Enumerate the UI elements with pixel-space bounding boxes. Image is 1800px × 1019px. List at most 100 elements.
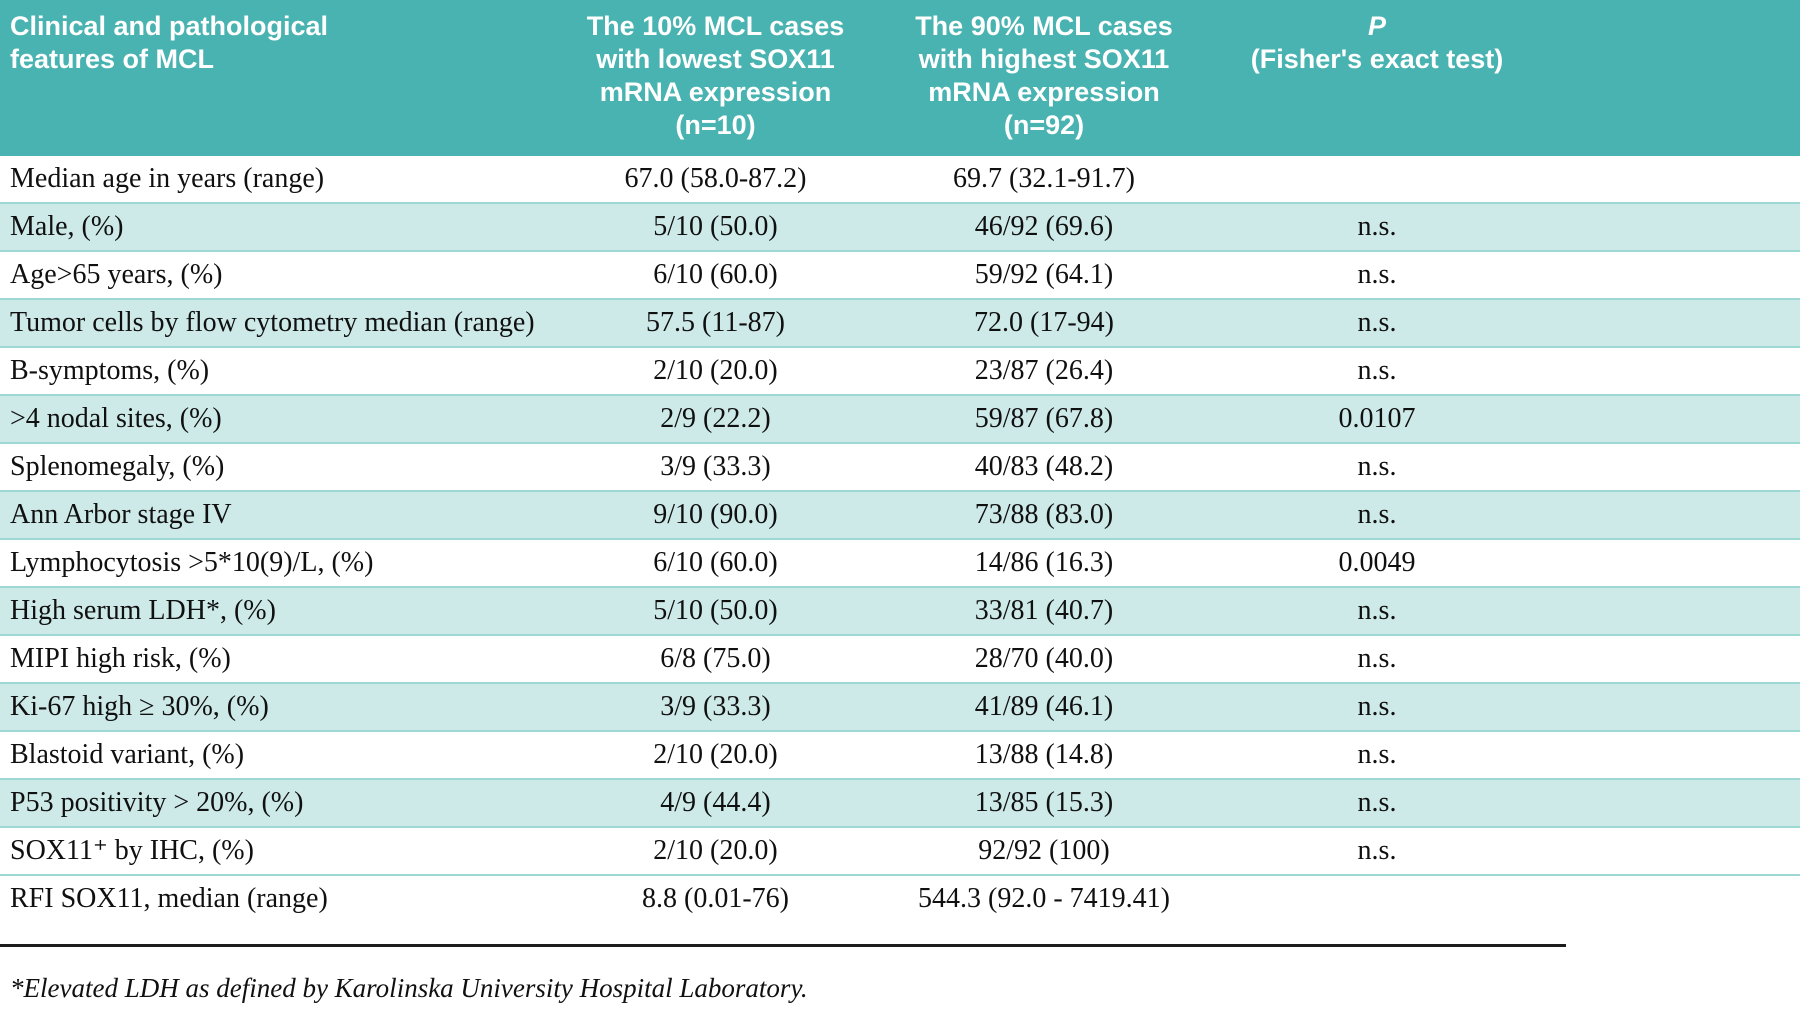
low-group-value-cell: 6/10 (60.0) (653, 546, 778, 578)
low-group-value-cell: 2/10 (20.0) (653, 354, 778, 386)
filler-cell (1548, 491, 1800, 539)
p-value-cell: n.s. (1357, 690, 1397, 722)
table-row: SOX11⁺ by IHC, (%) 2/10 (20.0) 92/92 (10… (0, 826, 1800, 875)
low-group-value-cell: 3/9 (33.3) (660, 690, 771, 722)
high-group-value-cell: 41/89 (46.1) (974, 690, 1114, 722)
high-group-value-cell: 72.0 (17-94) (974, 306, 1114, 338)
feature-cell: Splenomegaly, (%) (10, 450, 225, 482)
p-value-cell: n.s. (1357, 786, 1397, 818)
feature-cell: Ki-67 high ≥ 30%, (%) (10, 690, 269, 722)
low-group-value-cell: 6/8 (75.0) (660, 642, 771, 674)
filler-cell (1548, 635, 1800, 683)
table-row: B-symptoms, (%) 2/10 (20.0) 23/87 (26.4)… (0, 346, 1800, 395)
table-row: RFI SOX11, median (range) 8.8 (0.01-76) … (0, 874, 1800, 922)
high-group-value-cell: 69.7 (32.1-91.7) (953, 162, 1135, 194)
table-row: Median age in years (range) 67.0 (58.0-8… (0, 156, 1800, 203)
table-footnote: *Elevated LDH as defined by Karolinska U… (10, 972, 808, 1003)
high-group-value-cell: 40/83 (48.2) (974, 450, 1114, 482)
table-body: Median age in years (range) 67.0 (58.0-8… (0, 156, 1800, 922)
p-value-cell: n.s. (1357, 450, 1397, 482)
feature-cell: Median age in years (range) (10, 162, 325, 194)
low-group-value-cell: 2/10 (20.0) (653, 834, 778, 866)
low-group-value-cell: 2/10 (20.0) (653, 738, 778, 770)
table-row: Blastoid variant, (%) 2/10 (20.0) 13/88 … (0, 730, 1800, 779)
filler-cell (1548, 251, 1800, 299)
high-group-value-cell: 14/86 (16.3) (974, 546, 1114, 578)
p-value-cell: n.s. (1357, 306, 1397, 338)
high-group-value-cell: 73/88 (83.0) (974, 498, 1114, 530)
high-group-value-cell: 59/87 (67.8) (974, 402, 1114, 434)
p-value-cell: n.s. (1357, 594, 1397, 626)
filler-cell (1548, 683, 1800, 731)
high-group-value-cell: 59/92 (64.1) (974, 258, 1114, 290)
low-group-value-cell: 4/9 (44.4) (660, 786, 771, 818)
p-value-cell: n.s. (1357, 834, 1397, 866)
low-group-value-cell: 3/9 (33.3) (660, 450, 771, 482)
high-group-value-cell: 23/87 (26.4) (974, 354, 1114, 386)
column-header-features: Clinical and pathological features of MC… (0, 0, 549, 156)
filler-cell (1548, 395, 1800, 443)
filler-cell (1548, 875, 1800, 922)
feature-cell: SOX11⁺ by IHC, (%) (10, 834, 254, 866)
table-row: Age>65 years, (%) 6/10 (60.0) 59/92 (64.… (0, 250, 1800, 299)
feature-cell: MIPI high risk, (%) (10, 642, 231, 674)
p-value-cell: n.s. (1357, 354, 1397, 386)
low-group-value-cell: 57.5 (11-87) (646, 306, 785, 338)
low-group-value-cell: 67.0 (58.0-87.2) (624, 162, 807, 194)
feature-cell: Blastoid variant, (%) (10, 738, 245, 770)
high-group-value-cell: 13/85 (15.3) (974, 786, 1114, 818)
low-group-value-cell: 5/10 (50.0) (653, 594, 778, 626)
column-header-low-sox11: The 10% MCL cases with lowest SOX11 mRNA… (549, 0, 882, 156)
p-value-cell: n.s. (1357, 210, 1397, 242)
p-label: P (1367, 11, 1386, 41)
table-row: Ki-67 high ≥ 30%, (%) 3/9 (33.3) 41/89 (… (0, 682, 1800, 731)
header-row: Clinical and pathological features of MC… (0, 0, 1800, 156)
feature-cell: Age>65 years, (%) (10, 258, 223, 290)
filler-cell (1548, 443, 1800, 491)
feature-cell: Lymphocytosis >5*10(9)/L, (%) (10, 546, 374, 578)
high-group-value-cell: 28/70 (40.0) (974, 642, 1114, 674)
feature-cell: Tumor cells by flow cytometry median (ra… (10, 306, 535, 338)
high-group-value-cell: 33/81 (40.7) (974, 594, 1114, 626)
filler-cell (1548, 779, 1800, 827)
table-row: Ann Arbor stage IV 9/10 (90.0) 73/88 (83… (0, 490, 1800, 539)
p-value-cell (1206, 875, 1548, 922)
low-group-value-cell: 9/10 (90.0) (653, 498, 778, 530)
mcl-features-table: Clinical and pathological features of MC… (0, 0, 1800, 922)
low-group-value-cell: 2/9 (22.2) (660, 402, 771, 434)
table-row: Splenomegaly, (%) 3/9 (33.3) 40/83 (48.2… (0, 442, 1800, 491)
high-group-value-cell: 544.3 (92.0 - 7419.41) (918, 882, 1170, 914)
filler-cell (1548, 156, 1800, 203)
feature-cell: Male, (%) (10, 210, 124, 242)
column-header-p-value: P (Fisher's exact test) (1206, 0, 1548, 156)
table-row: MIPI high risk, (%) 6/8 (75.0) 28/70 (40… (0, 634, 1800, 683)
filler-cell (1548, 299, 1800, 347)
p-value-cell: n.s. (1357, 642, 1397, 674)
feature-cell: RFI SOX11, median (range) (10, 882, 328, 914)
table-header: Clinical and pathological features of MC… (0, 0, 1800, 156)
filler-cell (1548, 731, 1800, 779)
p-value-cell: 0.0107 (1338, 402, 1416, 434)
table-row: Tumor cells by flow cytometry median (ra… (0, 298, 1800, 347)
filler-cell (1548, 203, 1800, 251)
feature-cell: P53 positivity > 20%, (%) (10, 786, 304, 818)
table-row: Male, (%) 5/10 (50.0) 46/92 (69.6) n.s. (0, 202, 1800, 251)
p-value-cell (1206, 156, 1548, 203)
feature-cell: B-symptoms, (%) (10, 354, 210, 386)
table-row: High serum LDH*, (%) 5/10 (50.0) 33/81 (… (0, 586, 1800, 635)
high-group-value-cell: 13/88 (14.8) (974, 738, 1114, 770)
p-value-cell: n.s. (1357, 738, 1397, 770)
table-row: P53 positivity > 20%, (%) 4/9 (44.4) 13/… (0, 778, 1800, 827)
p-value-cell: 0.0049 (1338, 546, 1416, 578)
feature-cell: High serum LDH*, (%) (10, 594, 276, 626)
high-group-value-cell: 46/92 (69.6) (974, 210, 1114, 242)
p-value-cell: n.s. (1357, 498, 1397, 530)
low-group-value-cell: 5/10 (50.0) (653, 210, 778, 242)
table-row: Lymphocytosis >5*10(9)/L, (%) 6/10 (60.0… (0, 538, 1800, 587)
filler-cell (1548, 539, 1800, 587)
high-group-value-cell: 92/92 (100) (978, 834, 1110, 866)
low-group-value-cell: 8.8 (0.01-76) (642, 882, 789, 914)
low-group-value-cell: 6/10 (60.0) (653, 258, 778, 290)
table-row: >4 nodal sites, (%) 2/9 (22.2) 59/87 (67… (0, 394, 1800, 443)
feature-cell: >4 nodal sites, (%) (10, 402, 222, 434)
